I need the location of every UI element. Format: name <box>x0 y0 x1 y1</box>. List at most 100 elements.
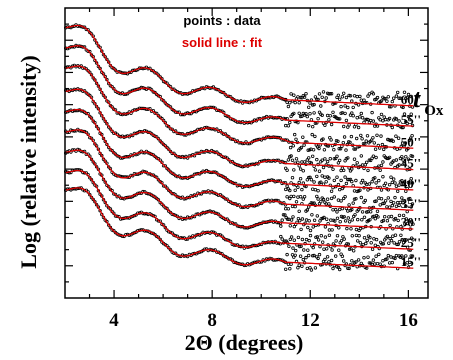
data-point <box>325 159 330 164</box>
data-point <box>285 100 289 104</box>
data-point <box>410 154 415 158</box>
data-point <box>381 259 385 263</box>
data-point <box>328 91 332 96</box>
data-point <box>296 95 300 99</box>
data-point <box>338 97 342 101</box>
data-point <box>280 237 284 241</box>
plot-frame <box>64 7 429 299</box>
data-point <box>338 219 342 224</box>
data-point <box>377 196 381 200</box>
data-point <box>319 104 323 108</box>
data-point <box>364 241 368 246</box>
data-point <box>325 217 329 221</box>
data-point <box>289 92 293 96</box>
data-point <box>334 239 338 243</box>
data-point <box>336 117 341 121</box>
data-point <box>378 168 382 172</box>
data-point <box>409 205 413 209</box>
data-point <box>343 194 347 199</box>
data-point <box>401 240 406 245</box>
data-point <box>397 96 401 100</box>
data-point <box>89 157 94 161</box>
data-point <box>402 198 407 203</box>
data-point <box>370 247 375 251</box>
data-point <box>170 127 174 131</box>
data-point <box>346 209 350 213</box>
data-point <box>394 184 399 188</box>
data-point <box>285 217 290 221</box>
data-point <box>308 175 312 179</box>
data-point <box>394 134 398 138</box>
data-point <box>405 121 409 126</box>
data-point <box>335 233 340 238</box>
data-point <box>354 233 359 238</box>
fit-line <box>65 88 414 171</box>
data-point <box>350 179 354 184</box>
data-point <box>323 225 328 229</box>
data-point <box>394 253 399 258</box>
data-point <box>398 96 403 100</box>
data-point <box>359 111 363 116</box>
data-point <box>403 141 407 145</box>
data-point <box>285 195 289 199</box>
data-point <box>287 244 291 248</box>
data-point <box>313 187 318 192</box>
data-point <box>394 204 399 208</box>
x-tick-label: 8 <box>207 310 217 331</box>
data-point <box>332 195 336 199</box>
data-point <box>288 145 293 150</box>
data-point <box>308 228 313 233</box>
data-point <box>403 237 407 242</box>
data-point <box>311 253 315 258</box>
data-point <box>397 239 402 244</box>
data-point <box>166 168 171 172</box>
data-point <box>365 266 369 270</box>
data-point <box>307 105 311 109</box>
data-point <box>308 101 312 105</box>
data-point <box>311 225 315 229</box>
data-point <box>338 267 342 272</box>
data-point <box>346 156 350 160</box>
data-point <box>390 260 394 265</box>
data-point <box>402 90 407 94</box>
data-point <box>331 208 335 212</box>
data-point <box>323 175 327 179</box>
data-point <box>333 219 337 223</box>
data-point <box>364 139 368 143</box>
data-point <box>396 200 400 205</box>
data-point <box>377 164 381 168</box>
data-point <box>289 194 293 199</box>
data-point <box>284 206 288 211</box>
curves-layer <box>63 23 415 272</box>
data-point <box>392 159 396 163</box>
data-point <box>373 243 377 247</box>
data-point <box>313 266 318 270</box>
data-point <box>156 178 161 182</box>
data-point <box>350 99 354 103</box>
data-point <box>113 152 118 156</box>
data-point <box>329 218 333 222</box>
data-point <box>343 111 347 116</box>
data-point <box>312 253 316 258</box>
data-point <box>404 204 408 208</box>
data-point <box>400 125 404 130</box>
data-point <box>158 75 162 79</box>
data-point <box>154 234 159 239</box>
data-point <box>393 181 397 185</box>
data-point <box>361 243 365 247</box>
data-point <box>374 155 378 160</box>
fit-line <box>65 129 414 211</box>
data-point <box>327 176 331 180</box>
data-point <box>350 259 354 263</box>
data-point <box>365 182 369 187</box>
series-group <box>63 167 415 253</box>
data-point <box>405 96 409 100</box>
data-point <box>344 148 348 152</box>
data-point <box>382 201 386 205</box>
data-point <box>387 104 392 109</box>
data-point <box>350 111 354 115</box>
data-point <box>308 111 312 116</box>
data-point <box>374 237 379 242</box>
data-point <box>339 104 343 109</box>
data-point <box>350 234 354 238</box>
